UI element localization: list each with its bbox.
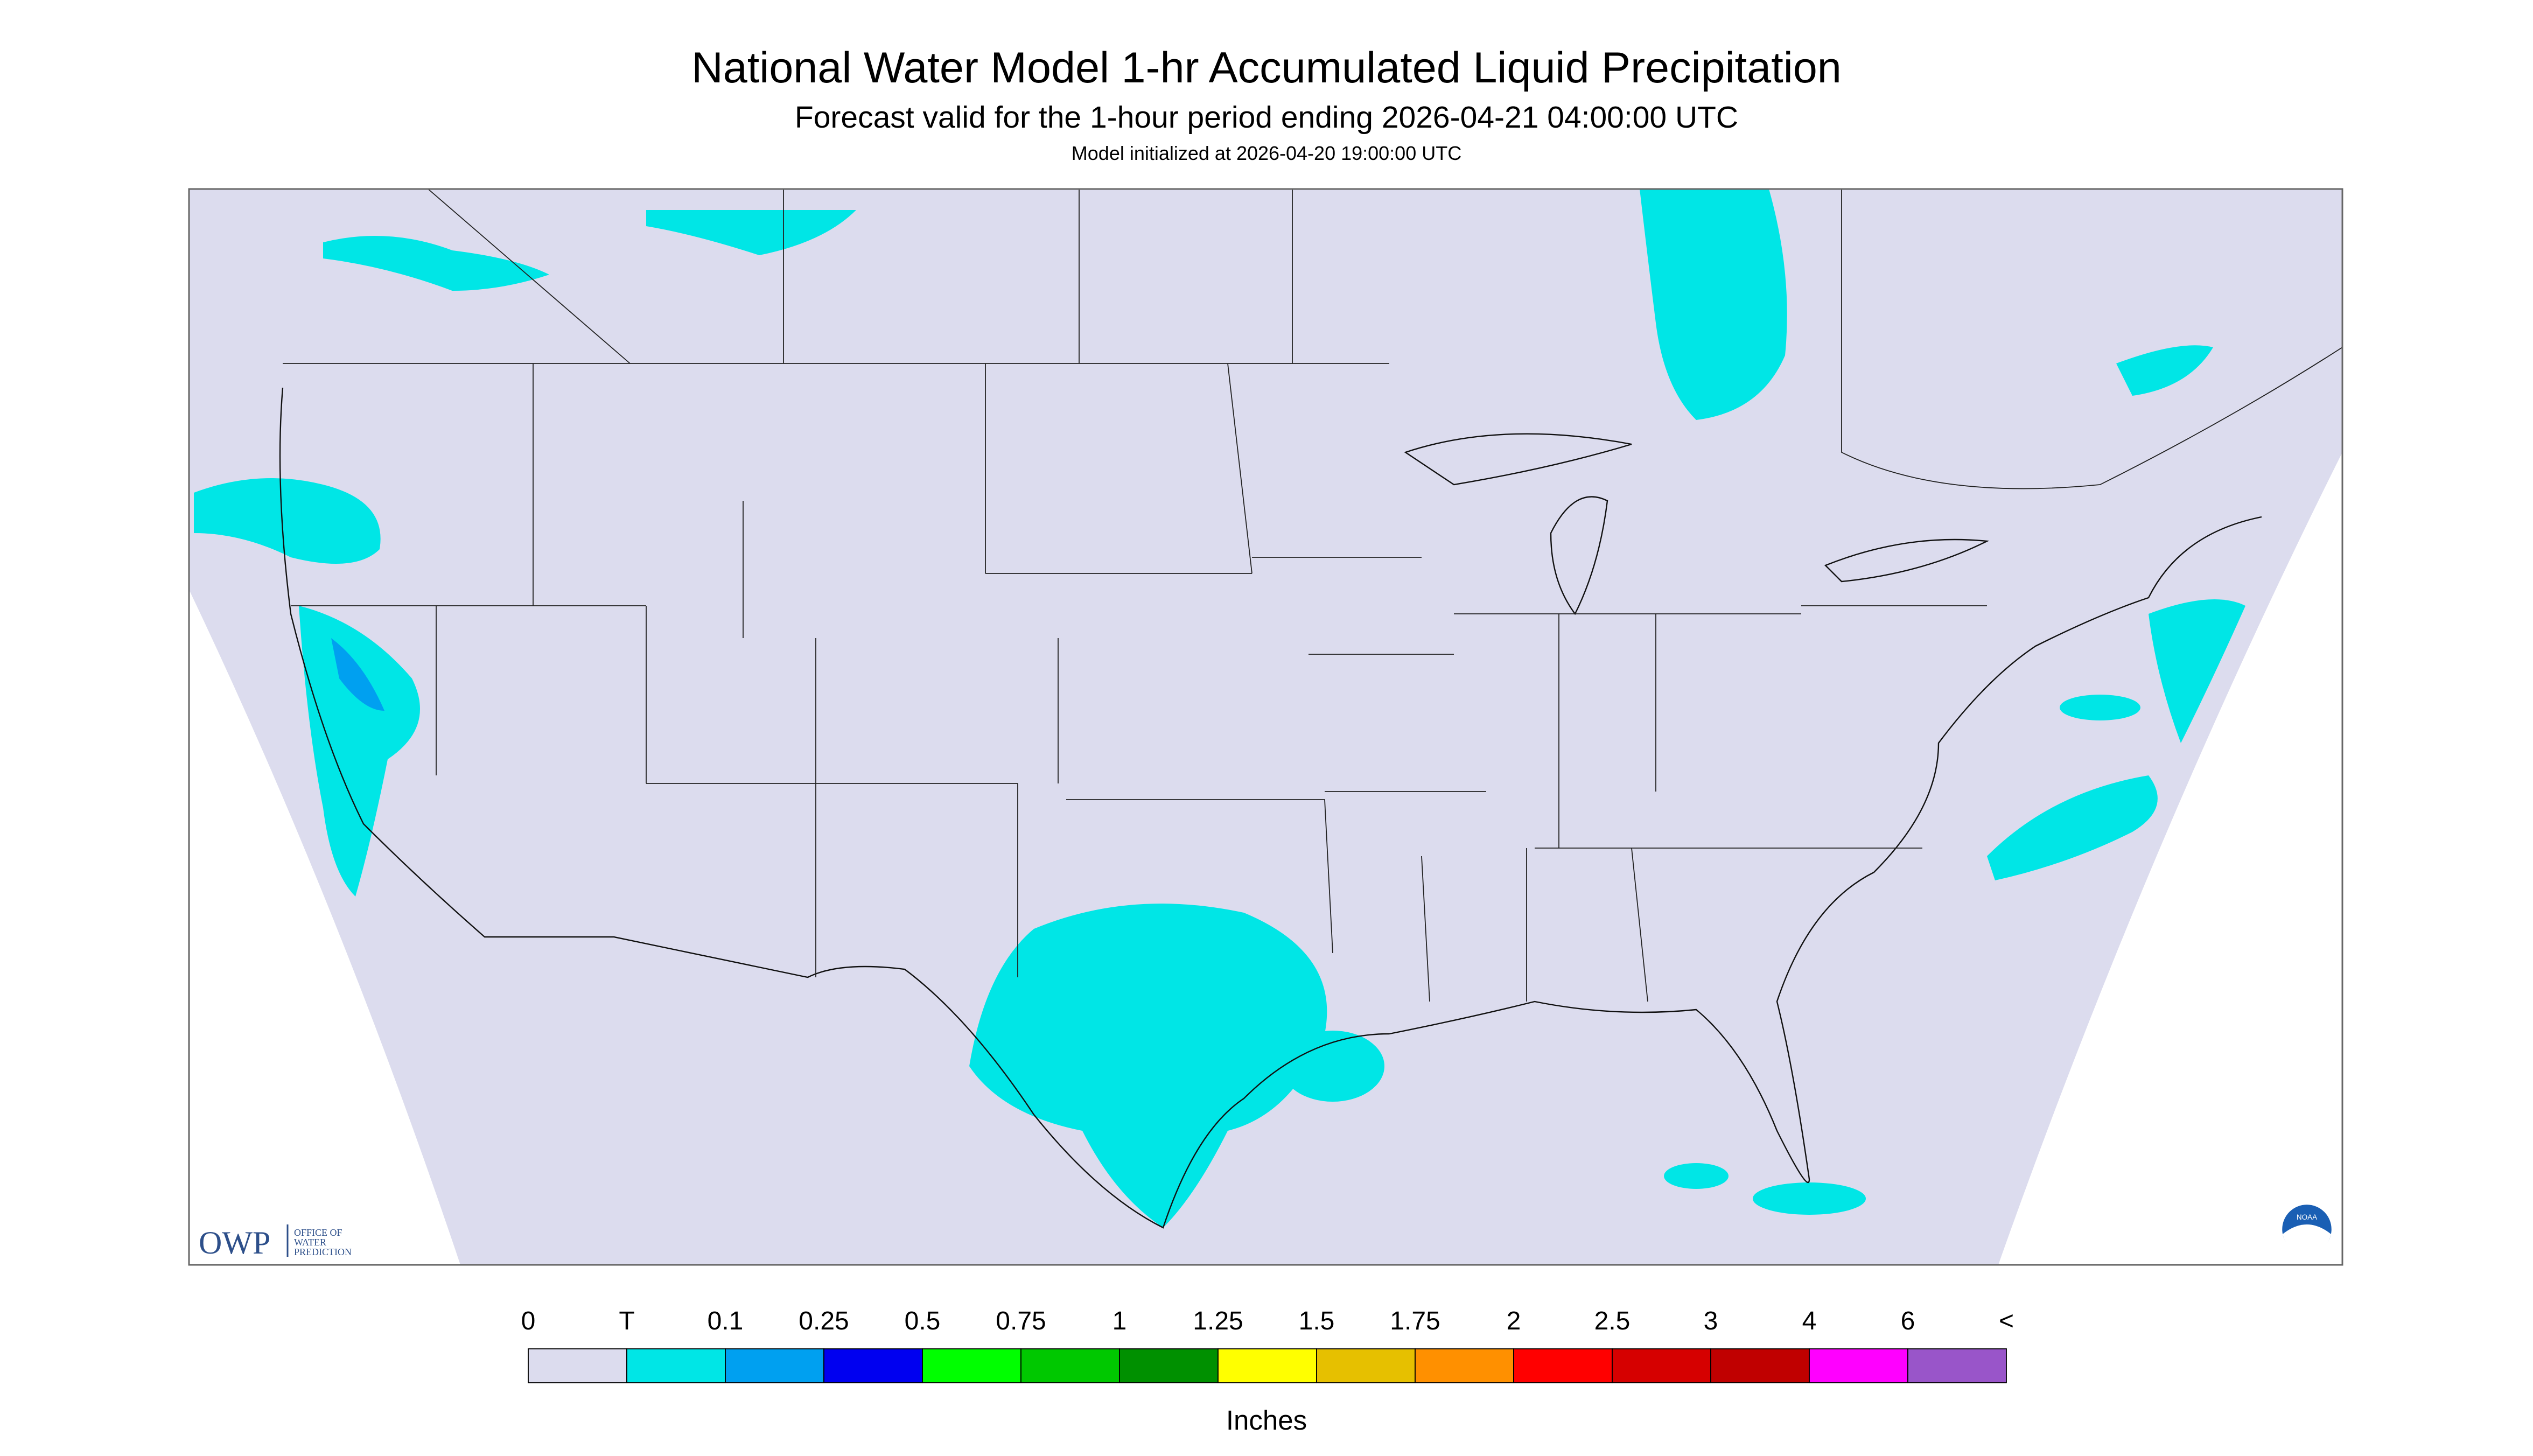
country-border xyxy=(428,188,2343,489)
legend-label: T xyxy=(619,1307,634,1335)
great-lake xyxy=(1404,433,1632,486)
init-note: Model initialized at 2026-04-20 19:00:00… xyxy=(1072,142,1461,164)
legend-unit: Inches xyxy=(1226,1405,1307,1436)
owp-logo: OWP xyxy=(199,1225,270,1261)
coastline xyxy=(279,387,2262,1229)
map: OWP OFFICE OF WATER PREDICTION NOAA xyxy=(188,188,2343,1266)
precip-area xyxy=(1753,1182,1866,1215)
precip-area xyxy=(969,904,1327,1228)
precip-area xyxy=(299,606,420,897)
subtitle: Forecast valid for the 1-hour period end… xyxy=(795,100,1738,135)
legend-swatch xyxy=(1710,1348,1810,1383)
legend-label: 4 xyxy=(1802,1307,1817,1335)
state-border xyxy=(283,363,1987,1002)
legend-swatch xyxy=(1119,1348,1219,1383)
legend-swatch xyxy=(1612,1348,1711,1383)
legend-swatch xyxy=(1316,1348,1416,1383)
legend-swatch xyxy=(528,1348,627,1383)
precip-area xyxy=(1987,775,2158,881)
great-lake xyxy=(1550,496,1608,615)
great-lake xyxy=(1824,538,1990,583)
noaa-logo xyxy=(2283,1224,2331,1256)
legend-label: 0.1 xyxy=(708,1307,744,1335)
legend-swatch xyxy=(1809,1348,1908,1383)
legend-label: 0.5 xyxy=(905,1307,941,1335)
owp-logo-text: OFFICE OF xyxy=(294,1227,342,1238)
legend-label: 2 xyxy=(1507,1307,1521,1335)
title: National Water Model 1-hr Accumulated Li… xyxy=(691,44,1842,92)
legend-swatch xyxy=(626,1348,726,1383)
legend-label: 1.5 xyxy=(1299,1307,1335,1335)
legend-label: 0 xyxy=(521,1307,536,1335)
precip-area xyxy=(194,478,381,564)
precipitation xyxy=(194,189,2245,1228)
legend-label: 3 xyxy=(1704,1307,1718,1335)
legend-swatch xyxy=(1415,1348,1514,1383)
precip-area xyxy=(2116,345,2213,396)
legend-swatch xyxy=(725,1348,824,1383)
legend-label: 6 xyxy=(1901,1307,1915,1335)
precip-area xyxy=(2060,695,2140,721)
precip-area xyxy=(1640,189,1787,421)
legend-label: < xyxy=(1999,1307,2014,1335)
legend-label: 0.25 xyxy=(799,1307,849,1335)
precip-area xyxy=(323,236,549,291)
legend-swatch xyxy=(1217,1348,1317,1383)
precip-area xyxy=(646,210,856,256)
projection-edge xyxy=(1998,452,2342,1265)
owp-logo-text: WATER xyxy=(294,1237,326,1248)
boundaries xyxy=(279,188,2343,1229)
legend-swatch xyxy=(1020,1348,1120,1383)
legend-swatch xyxy=(1513,1348,1613,1383)
legend-label: 1 xyxy=(1112,1307,1127,1335)
precip-heavy xyxy=(331,638,384,711)
legend-label: 1.25 xyxy=(1193,1307,1243,1335)
precip-area xyxy=(1664,1163,1729,1189)
legend-swatch xyxy=(1907,1348,2007,1383)
legend-swatch xyxy=(823,1348,923,1383)
legend-label: 1.75 xyxy=(1390,1307,1440,1335)
legend-swatch xyxy=(922,1348,1021,1383)
precip-area xyxy=(2149,599,2245,744)
projection-edge xyxy=(189,590,460,1265)
legend-label: 2.5 xyxy=(1594,1307,1631,1335)
owp-logo-text: PREDICTION xyxy=(294,1247,352,1257)
precip-area xyxy=(1281,1031,1384,1102)
legend: 0 T 0.1 0.25 0.5 0.75 1 1.25 1.5 1.75 2 2.5 3 4 6 < xyxy=(521,1307,2014,1383)
map-frame xyxy=(188,188,2343,1266)
noaa-logo-text: NOAA xyxy=(2297,1213,2317,1221)
legend-label: 0.75 xyxy=(996,1307,1046,1335)
